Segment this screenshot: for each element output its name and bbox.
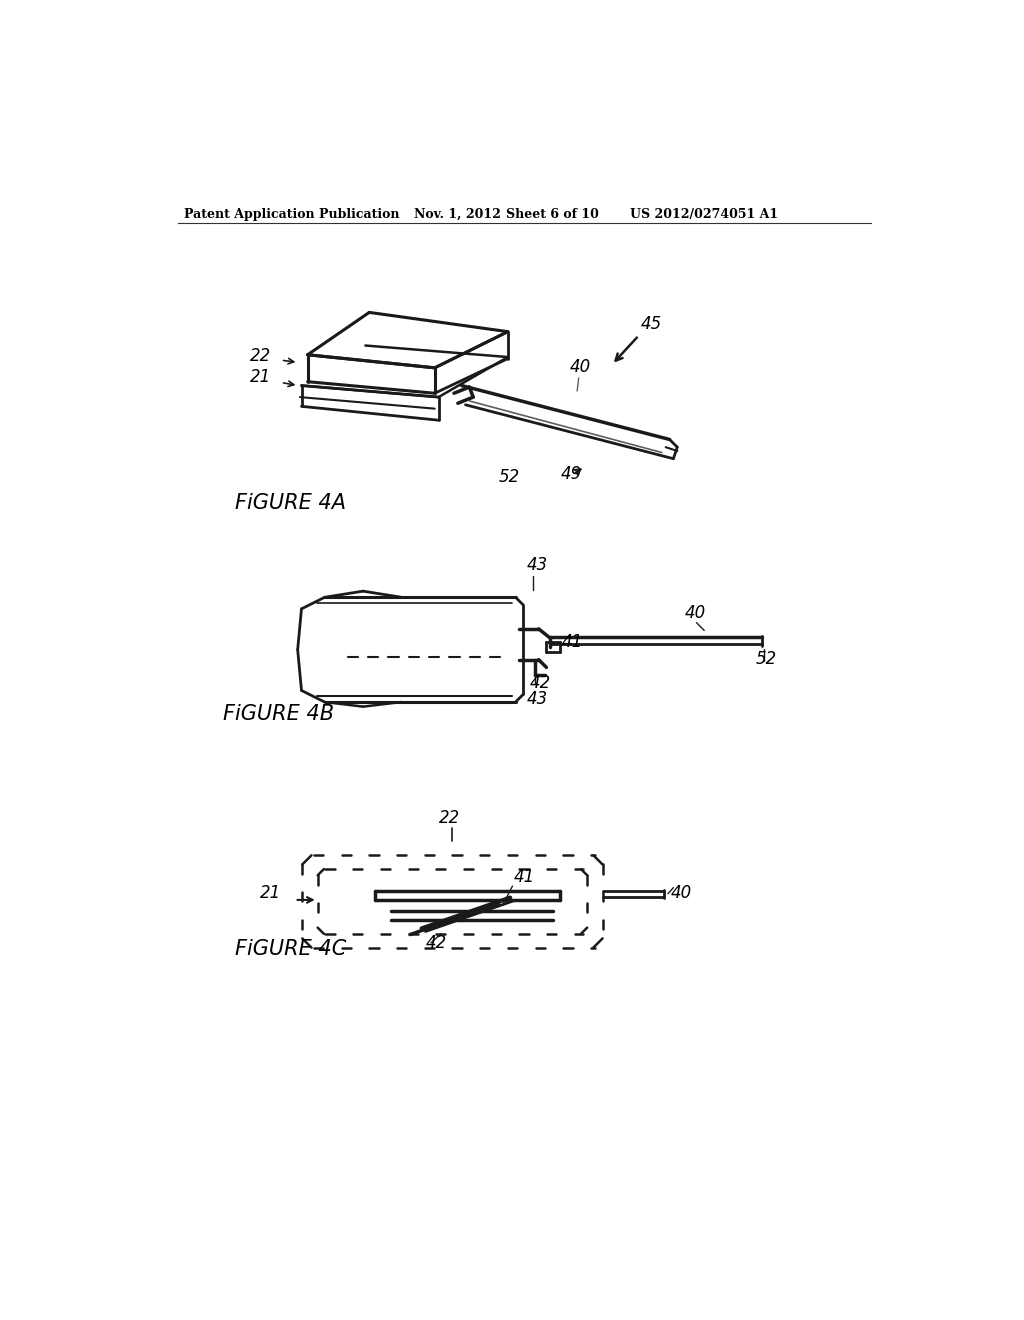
Text: US 2012/0274051 A1: US 2012/0274051 A1 [630,209,777,222]
Text: 22: 22 [438,809,460,826]
Text: 40: 40 [685,605,707,622]
Text: Sheet 6 of 10: Sheet 6 of 10 [506,209,599,222]
Text: 52: 52 [499,467,520,486]
Text: 21: 21 [260,883,282,902]
Text: 40: 40 [569,359,591,376]
Text: 41: 41 [514,869,536,886]
Text: FiGURE 4B: FiGURE 4B [223,705,334,725]
Text: 45: 45 [641,315,663,334]
Text: 42: 42 [425,933,446,952]
Text: 41: 41 [562,634,583,651]
Text: FiGURE 4C: FiGURE 4C [234,940,346,960]
Text: 22: 22 [250,347,271,364]
Text: 40: 40 [671,883,691,902]
Text: 42: 42 [529,675,551,692]
Text: 49: 49 [560,466,582,483]
Text: Patent Application Publication: Patent Application Publication [184,209,400,222]
Text: 43: 43 [527,689,549,708]
Text: 52: 52 [756,651,777,668]
Text: Nov. 1, 2012: Nov. 1, 2012 [414,209,501,222]
Text: 21: 21 [250,368,271,385]
Text: 43: 43 [527,556,549,574]
Text: FiGURE 4A: FiGURE 4A [234,492,345,512]
